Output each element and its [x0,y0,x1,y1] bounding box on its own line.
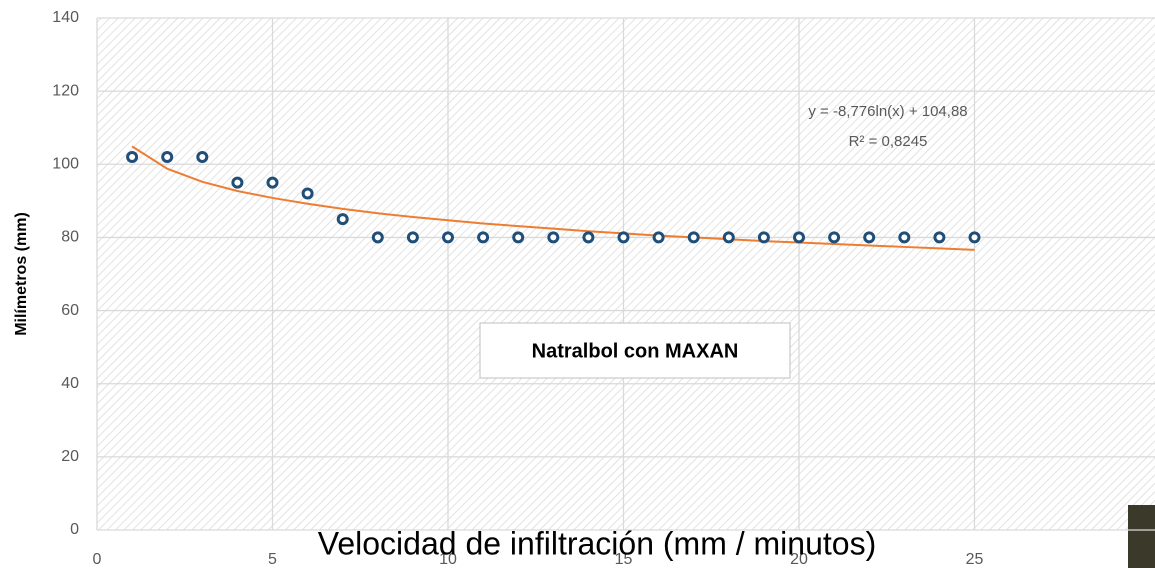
data-point [759,233,768,242]
data-point [830,233,839,242]
data-point [514,233,523,242]
y-tick-label: 40 [61,375,79,392]
y-tick-label: 80 [61,229,79,246]
data-point [444,233,453,242]
y-tick-label: 140 [52,9,79,26]
data-point [654,233,663,242]
x-tick-label: 0 [93,551,102,568]
data-point [198,152,207,161]
plot-area [97,18,1155,530]
data-point [408,233,417,242]
x-tick-label: 5 [268,551,277,568]
y-tick-label: 60 [61,302,79,319]
data-point [233,178,242,187]
trend-equation: y = -8,776ln(x) + 104,88 [808,103,967,120]
trend-r-squared: R² = 0,8245 [849,133,928,150]
data-point [724,233,733,242]
data-point [970,233,979,242]
data-point [935,233,944,242]
y-axis-label: Milímetros (mm) [13,212,30,336]
data-point [303,189,312,198]
data-point [549,233,558,242]
data-point [163,152,172,161]
data-point [865,233,874,242]
x-axis-label: Velocidad de infiltración (mm / minutos) [318,525,876,561]
chart: 0204060801001201400510152025 y = -8,776l… [0,0,1155,568]
data-point [373,233,382,242]
data-point [689,233,698,242]
x-tick-label: 25 [966,551,984,568]
y-tick-label: 100 [52,156,79,173]
data-point [268,178,277,187]
data-point [128,152,137,161]
data-point [338,215,347,224]
data-point [619,233,628,242]
data-point [584,233,593,242]
photo-fragment [1128,505,1155,568]
data-point [479,233,488,242]
y-tick-label: 20 [61,448,79,465]
y-tick-label: 0 [70,521,79,538]
data-point [795,233,804,242]
y-tick-label: 120 [52,82,79,99]
annotation: Natralbol con MAXAN [532,340,739,362]
data-point [900,233,909,242]
